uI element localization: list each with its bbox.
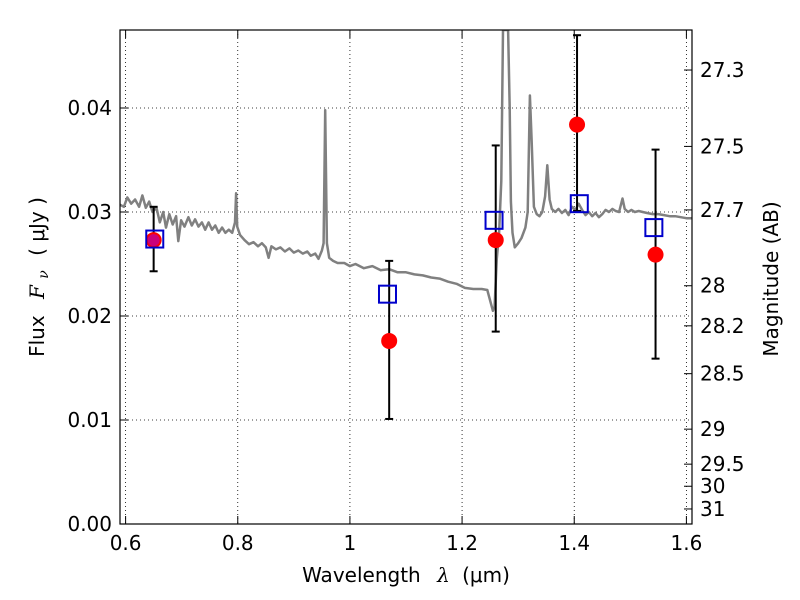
grid-lines: [120, 30, 692, 524]
model-flux-square: [644, 218, 664, 238]
y-tick-label: 0.01: [67, 408, 112, 432]
plot-marks: [120, 30, 692, 420]
right-tick-label: 27.5: [700, 134, 745, 158]
x-tick-label: 1.6: [670, 531, 702, 555]
x-axis-unit: (μm): [462, 563, 510, 587]
observed-flux-point: [381, 332, 398, 349]
y-axis-label-text: Flux: [25, 315, 49, 357]
y-tick-label: 0.02: [67, 304, 112, 328]
right-tick-label: 31: [700, 497, 725, 521]
right-tick-label: 27.7: [700, 198, 745, 222]
overlap-marker: [147, 234, 160, 247]
right-axis-label: Magnitude (AB): [759, 201, 783, 356]
y-tick-label: 0.04: [67, 96, 112, 120]
right-tick-label: 30: [700, 474, 725, 498]
x-axis-symbol: λ: [436, 563, 450, 587]
y-tick-label: 0.00: [67, 512, 112, 536]
y-axis-unit: ( μJy ): [25, 197, 49, 256]
model-spectrum-line: [120, 30, 692, 313]
right-tick-label: 28.2: [700, 314, 745, 338]
right-tick-label: 29: [700, 417, 725, 441]
y-tick-label: 0.03: [67, 200, 112, 224]
x-axis-label: Wavelength λ (μm): [302, 563, 510, 587]
x-tick-label: 0.6: [110, 531, 142, 555]
y-axis-label: Flux F ν ( μJy ): [25, 197, 53, 357]
x-tick-label: 1: [344, 531, 357, 555]
observed-flux-point: [569, 116, 586, 133]
model-flux-square: [377, 284, 397, 304]
axis-ticks: 0.6 0.8 1 1.2 1.4 1.6 0.00 0.01 0.02 0.03 0.04 27.3…: [67, 30, 745, 555]
model-flux-square: [569, 194, 589, 214]
right-tick-label: 29.5: [700, 452, 745, 476]
observed-flux-point: [647, 246, 664, 263]
x-tick-label: 1.4: [558, 531, 590, 555]
observed-flux-point: [487, 232, 504, 249]
y-axis-subscript: ν: [36, 270, 52, 279]
right-tick-label: 28: [700, 274, 725, 298]
x-tick-label: 1.2: [446, 531, 478, 555]
right-tick-label: 28.5: [700, 362, 745, 386]
model-flux-square: [145, 229, 165, 249]
right-tick-label: 27.3: [700, 58, 745, 82]
model-flux-square: [484, 210, 504, 230]
x-tick-label: 0.8: [222, 531, 254, 555]
plot-area: [120, 30, 692, 420]
y-axis-symbol: F: [25, 284, 49, 300]
plot-frame: [119, 29, 693, 525]
x-axis-label-text: Wavelength: [302, 563, 421, 587]
